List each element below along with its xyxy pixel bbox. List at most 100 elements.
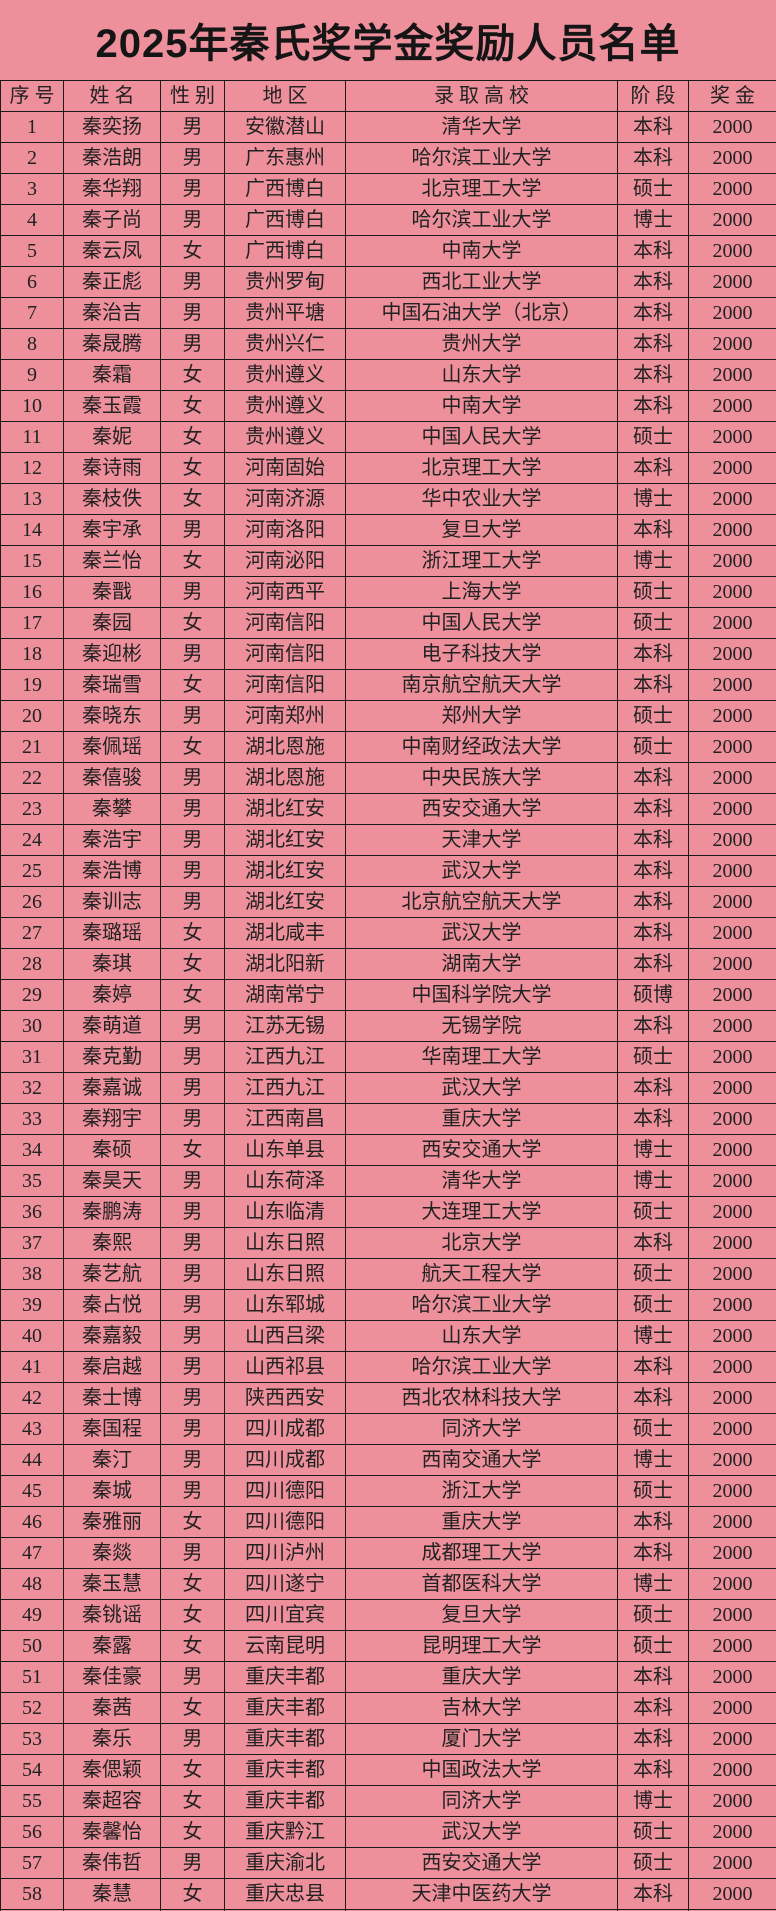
cell-name: 秦偲颖 [63, 1754, 161, 1786]
table-row: 26 秦训志男湖北红安 北京航空航天大学 本科 2000 [0, 886, 776, 918]
cell-gender: 男 [160, 855, 225, 887]
cell-index: 45 [0, 1475, 64, 1507]
table-row: 51 秦佳豪男重庆丰都 重庆大学 本科 2000 [0, 1661, 776, 1693]
table-row: 13 秦枝佚女河南济源 华中农业大学 博士 2000 [0, 483, 776, 515]
cell-name: 秦晟腾 [63, 328, 161, 360]
cell-stage: 硕博 [617, 979, 689, 1011]
cell-index: 52 [0, 1692, 64, 1724]
cell-award: 2000 [688, 1692, 776, 1724]
cell-name: 秦璐瑶 [63, 917, 161, 949]
table-row: 45 秦城男四川德阳 浙江大学 硕士 2000 [0, 1475, 776, 1507]
cell-name: 秦鹏涛 [63, 1196, 161, 1228]
cell-university: 清华大学 [345, 111, 618, 143]
cell-gender: 男 [160, 700, 225, 732]
cell-index: 58 [0, 1878, 64, 1910]
cell-region: 山东荷泽 [224, 1165, 346, 1197]
cell-name: 秦宇承 [63, 514, 161, 546]
cell-award: 2000 [688, 700, 776, 732]
cell-university: 西北工业大学 [345, 266, 618, 298]
cell-name: 秦占悦 [63, 1289, 161, 1321]
cell-region: 广西博白 [224, 204, 346, 236]
cell-university: 天津中医药大学 [345, 1878, 618, 1910]
cell-index: 25 [0, 855, 64, 887]
cell-university: 浙江大学 [345, 1475, 618, 1507]
cell-university: 武汉大学 [345, 1816, 618, 1848]
cell-stage: 博士 [617, 1165, 689, 1197]
cell-name: 秦茜 [63, 1692, 161, 1724]
header-award: 奖金 [688, 80, 776, 112]
cell-university: 西安交通大学 [345, 1847, 618, 1879]
cell-index: 38 [0, 1258, 64, 1290]
cell-gender: 女 [160, 390, 225, 422]
table-row: 24 秦浩宇男湖北红安 天津大学 本科 2000 [0, 824, 776, 856]
table-row: 20 秦晓东男河南郑州 郑州大学 硕士 2000 [0, 700, 776, 732]
cell-award: 2000 [688, 1506, 776, 1538]
cell-name: 秦熙 [63, 1227, 161, 1259]
cell-name: 秦铫谣 [63, 1599, 161, 1631]
cell-name: 秦燚 [63, 1537, 161, 1569]
cell-university: 南京航空航天大学 [345, 669, 618, 701]
cell-region: 重庆丰都 [224, 1754, 346, 1786]
cell-university: 山东大学 [345, 359, 618, 391]
cell-award: 2000 [688, 1413, 776, 1445]
cell-university: 清华大学 [345, 1165, 618, 1197]
cell-index: 43 [0, 1413, 64, 1445]
cell-gender: 男 [160, 638, 225, 670]
cell-name: 秦露 [63, 1630, 161, 1662]
cell-index: 6 [0, 266, 64, 298]
cell-university: 重庆大学 [345, 1661, 618, 1693]
cell-region: 四川遂宁 [224, 1568, 346, 1600]
cell-name: 秦慧 [63, 1878, 161, 1910]
table-row: 36 秦鹏涛男山东临清 大连理工大学 硕士 2000 [0, 1196, 776, 1228]
cell-gender: 女 [160, 979, 225, 1011]
cell-stage: 本科 [617, 390, 689, 422]
cell-stage: 硕士 [617, 700, 689, 732]
cell-region: 河南西平 [224, 576, 346, 608]
cell-region: 山东日照 [224, 1227, 346, 1259]
cell-gender: 男 [160, 297, 225, 329]
cell-gender: 男 [160, 514, 225, 546]
cell-index: 49 [0, 1599, 64, 1631]
cell-university: 华南理工大学 [345, 1041, 618, 1073]
cell-index: 53 [0, 1723, 64, 1755]
cell-university: 大连理工大学 [345, 1196, 618, 1228]
cell-award: 2000 [688, 1537, 776, 1569]
table-row: 11 秦妮女贵州遵义 中国人民大学 硕士 2000 [0, 421, 776, 453]
cell-gender: 男 [160, 328, 225, 360]
table-row: 50 秦露女云南昆明 昆明理工大学 硕士 2000 [0, 1630, 776, 1662]
cell-gender: 女 [160, 607, 225, 639]
cell-name: 秦妮 [63, 421, 161, 453]
cell-stage: 本科 [617, 1661, 689, 1693]
cell-university: 湖南大学 [345, 948, 618, 980]
cell-name: 秦翔宇 [63, 1103, 161, 1135]
cell-award: 2000 [688, 607, 776, 639]
cell-university: 北京航空航天大学 [345, 886, 618, 918]
cell-index: 48 [0, 1568, 64, 1600]
header-index: 序号 [0, 80, 64, 112]
cell-region: 河南信阳 [224, 669, 346, 701]
cell-name: 秦瑞雪 [63, 669, 161, 701]
table-row: 4 秦子尚男广西博白 哈尔滨工业大学 博士 2000 [0, 204, 776, 236]
cell-gender: 女 [160, 421, 225, 453]
cell-region: 重庆丰都 [224, 1723, 346, 1755]
cell-award: 2000 [688, 328, 776, 360]
table-row: 23 秦攀男湖北红安 西安交通大学 本科 2000 [0, 793, 776, 825]
cell-university: 哈尔滨工业大学 [345, 1351, 618, 1383]
cell-index: 29 [0, 979, 64, 1011]
cell-gender: 男 [160, 266, 225, 298]
table-row: 6 秦正彪男贵州罗甸 西北工业大学 本科 2000 [0, 266, 776, 298]
cell-stage: 博士 [617, 1134, 689, 1166]
cell-region: 广东惠州 [224, 142, 346, 174]
cell-name: 秦伟哲 [63, 1847, 161, 1879]
cell-award: 2000 [688, 297, 776, 329]
cell-index: 17 [0, 607, 64, 639]
cell-award: 2000 [688, 1351, 776, 1383]
cell-award: 2000 [688, 1134, 776, 1166]
cell-stage: 本科 [617, 855, 689, 887]
cell-award: 2000 [688, 1568, 776, 1600]
cell-name: 秦雅丽 [63, 1506, 161, 1538]
table-header: 序号 姓名 性别 地区 录取高校 阶段 奖金 [0, 80, 776, 112]
cell-region: 四川德阳 [224, 1475, 346, 1507]
cell-university: 中央民族大学 [345, 762, 618, 794]
cell-award: 2000 [688, 1320, 776, 1352]
